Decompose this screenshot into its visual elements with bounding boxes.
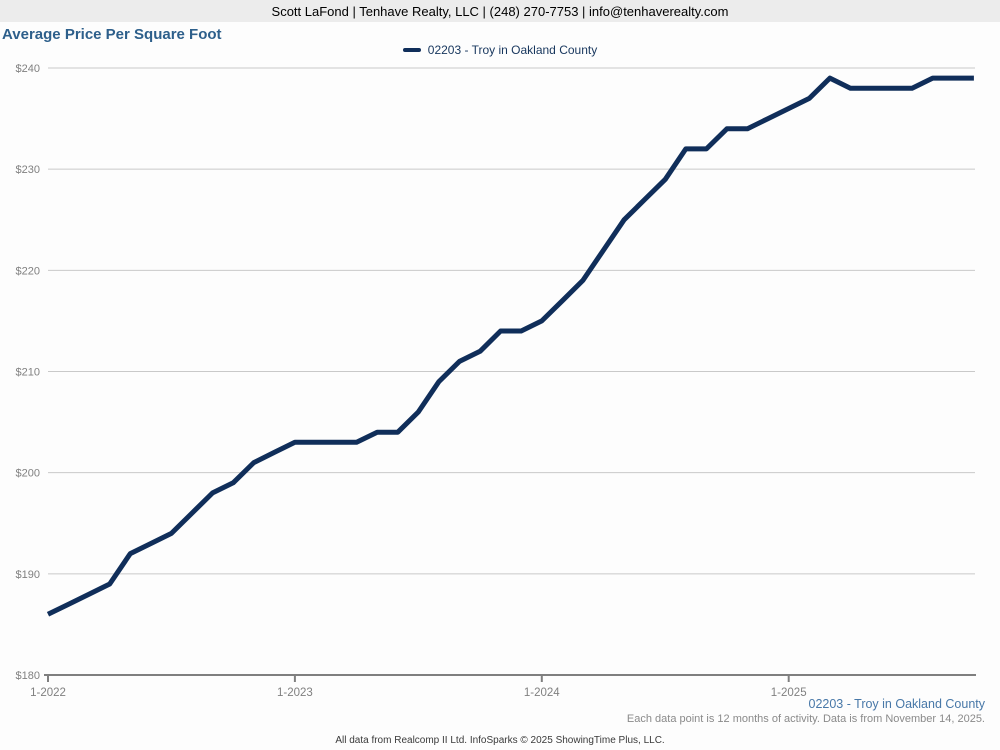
svg-text:$190: $190 (16, 569, 40, 581)
svg-text:$180: $180 (16, 670, 40, 682)
chart-gridlines (48, 67, 975, 575)
footer-attribution: All data from Realcomp II Ltd. InfoSpark… (335, 735, 665, 746)
price-series-line (46, 75, 974, 617)
legend-series-label: 02203 - Troy in Oakland County (427, 43, 598, 57)
y-axis-tick-labels: $180 $190 $200 $210 $220 $230 $240 (16, 63, 40, 682)
x-axis-tick-labels: 1-2022 1-2023 1-2024 1-2025 (30, 687, 807, 699)
footer-data-note: Each data point is 12 months of activity… (626, 713, 985, 725)
footer-series-label: 02203 - Troy in Oakland County (808, 697, 986, 711)
svg-text:$220: $220 (16, 265, 40, 277)
x-axis (44, 674, 976, 682)
svg-text:1-2023: 1-2023 (277, 687, 313, 699)
svg-text:$230: $230 (16, 164, 40, 176)
svg-text:$240: $240 (16, 63, 40, 75)
legend-line-swatch (402, 48, 421, 52)
agent-contact-text: Scott LaFond | Tenhave Realty, LLC | (24… (271, 3, 729, 19)
svg-text:$210: $210 (16, 367, 40, 379)
svg-text:1-2022: 1-2022 (30, 687, 66, 699)
svg-text:$200: $200 (16, 468, 40, 480)
svg-text:1-2024: 1-2024 (524, 687, 560, 699)
svg-text:1-2025: 1-2025 (771, 687, 807, 699)
agent-contact-header: Scott LaFond | Tenhave Realty, LLC | (24… (0, 0, 1000, 22)
chart-legend: 02203 - Troy in Oakland County (0, 43, 1000, 57)
page-title: Average Price Per Square Foot (2, 26, 222, 43)
